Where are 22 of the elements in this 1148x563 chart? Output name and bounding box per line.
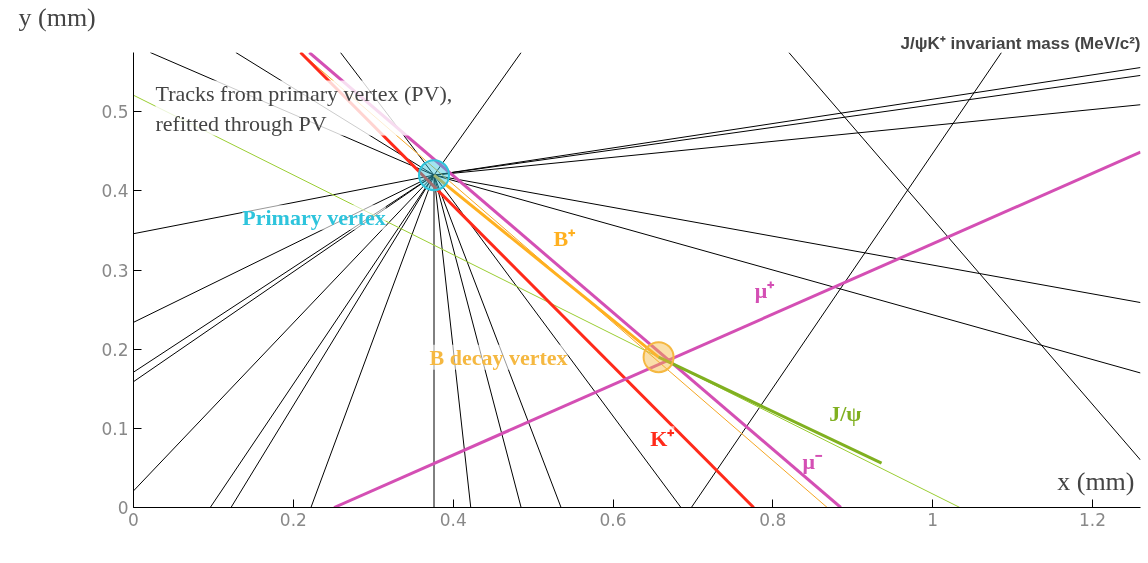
series-label: μ⁺ <box>754 278 776 304</box>
x-tick-label: 0.8 <box>759 509 787 530</box>
annotation: Tracks from primary vertex (PV), refitted through PV <box>155 80 453 136</box>
text: B decay vertex <box>429 344 568 370</box>
x-tick-label: 0.4 <box>439 509 467 530</box>
x-tick-label: 0.2 <box>279 509 307 530</box>
y-tick-label: 0.1 <box>101 418 129 439</box>
y-tick-label: 0.3 <box>101 260 129 281</box>
x-tick-label: 1 <box>927 509 939 530</box>
series-label: B⁺ <box>553 225 577 251</box>
y-tick-label: 0.5 <box>101 102 129 123</box>
x-axis-title: x (mm) <box>1057 466 1135 496</box>
y-tick-label: 0.2 <box>101 339 129 360</box>
series-label: J/ψ <box>829 400 862 426</box>
series-label: μ⁻ <box>802 448 824 474</box>
chart-title: J/ψK⁺ invariant mass (MeV/c²) <box>900 33 1141 53</box>
x-tick-label: 0.6 <box>599 509 627 530</box>
y-axis-title: y (mm) <box>18 2 96 32</box>
series-label: K⁺ <box>650 426 676 452</box>
x-tick-label: 1.2 <box>1079 509 1107 530</box>
y-tick-label: 0.4 <box>101 181 129 202</box>
series-label: Primary vertex <box>242 204 386 230</box>
